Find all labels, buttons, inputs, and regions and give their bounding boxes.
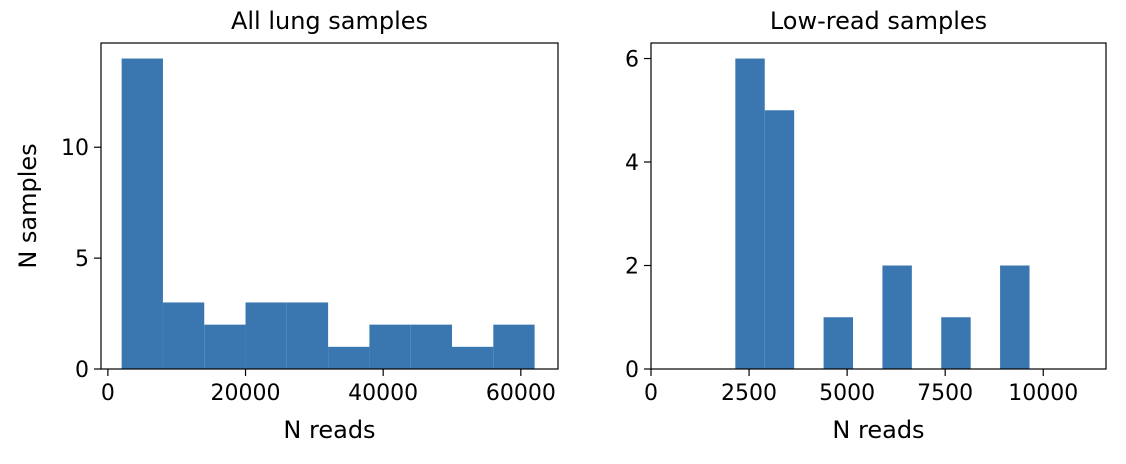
x-tick-label: 5000: [819, 381, 875, 406]
subplot-1: 0 20000 40000 60000 0 5 10 All lung samples N re…: [14, 7, 559, 444]
plot-frame: [100, 42, 559, 370]
y-tick-label: 4: [625, 151, 639, 176]
plot-frame: [650, 42, 1107, 370]
y-tick-label: 2: [625, 255, 639, 280]
x-tick-label: 20000: [211, 381, 281, 406]
histogram-bar: [941, 317, 971, 369]
subplot-2: 0 2500 5000 7500 10000 0 2 4 6 Low-read samples N …: [625, 7, 1107, 444]
histogram-bar: [452, 346, 494, 369]
x-tick-label: 60000: [486, 381, 556, 406]
chart-title: All lung samples: [231, 7, 428, 35]
histogram-bar: [493, 324, 535, 369]
histogram-bar: [328, 346, 370, 369]
histogram-bar: [369, 324, 411, 369]
histogram-bar: [204, 324, 246, 369]
histogram-bar: [764, 110, 795, 370]
y-tick-label: 0: [75, 358, 89, 383]
histogram-bar: [1000, 265, 1030, 369]
y-tick-label: 5: [75, 247, 89, 272]
x-tick-label: 2500: [721, 381, 777, 406]
histogram-bar: [286, 302, 329, 369]
y-tick-label: 0: [625, 358, 639, 383]
y-tick-label: 6: [625, 48, 639, 73]
histogram-bar: [121, 58, 163, 370]
y-axis-label: N samples: [14, 143, 42, 268]
chart-title: Low-read samples: [770, 7, 987, 35]
histogram-bar: [882, 265, 912, 369]
histogram-bar: [735, 58, 765, 370]
y-tick-label: 10: [61, 136, 89, 161]
histogram-bar: [162, 302, 205, 369]
x-tick-label: 40000: [348, 381, 418, 406]
x-tick-label: 0: [101, 381, 115, 406]
x-axis-label: N reads: [283, 416, 375, 444]
histogram-bar: [410, 324, 453, 369]
histogram-bar: [245, 302, 287, 369]
x-axis-label: N reads: [832, 416, 924, 444]
x-tick-label: 7500: [917, 381, 973, 406]
x-tick-label: 10000: [1008, 381, 1078, 406]
x-tick-label: 0: [644, 381, 658, 406]
histogram-bar: [823, 317, 854, 369]
